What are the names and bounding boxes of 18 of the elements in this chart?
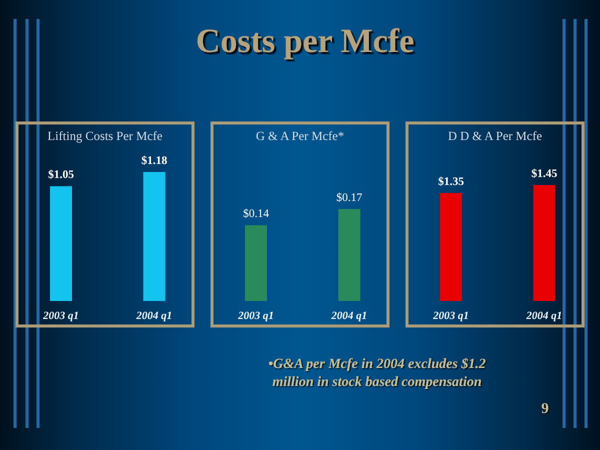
- x-tick-label: 2003 q1: [237, 310, 274, 322]
- data-label: $1.05: [48, 169, 74, 182]
- data-label: $1.35: [438, 176, 464, 188]
- x-tick-label: 2004 q1: [330, 310, 368, 322]
- x-tick-label: 2003 q1: [432, 310, 469, 322]
- data-label: $0.14: [243, 208, 270, 220]
- x-tick-label: 2004 q1: [135, 310, 172, 322]
- data-label: $1.18: [141, 155, 168, 167]
- data-label: $0.17: [336, 192, 362, 204]
- chart-title: Lifting Costs Per Mcfe: [48, 129, 163, 143]
- x-tick-label: 2004 q1: [525, 310, 562, 322]
- text: Costs per Mcfe: [196, 23, 414, 60]
- text: 9: [541, 401, 549, 417]
- text: •G&A per Mcfe in 2004 excludes $1.2 million in stock based compensation: [268, 357, 486, 390]
- chart-title: G & A Per Mcfe*: [256, 129, 344, 143]
- x-tick-label: 2003 q1: [42, 310, 79, 322]
- data-label: $1.45: [531, 168, 558, 180]
- chart-title: D D & A Per Mcfe: [448, 129, 542, 143]
